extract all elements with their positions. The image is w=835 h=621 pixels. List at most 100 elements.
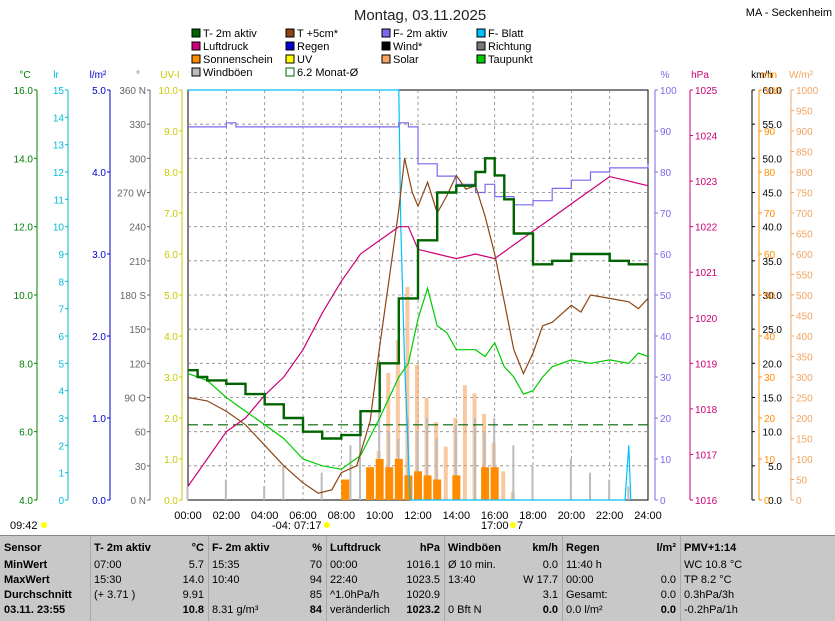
legend-label: T- 2m aktiv: [203, 28, 257, 40]
current-time-label: 09:42: [10, 520, 38, 532]
legend-label: F- Blatt: [488, 28, 523, 40]
left-axis-unit: °C: [19, 70, 30, 81]
left-axis-tick-label: 1.0: [92, 414, 106, 425]
sunshine-block: [404, 475, 413, 500]
stats-value: 0.0: [542, 604, 558, 616]
windgust-bar: [531, 465, 534, 500]
stats-header: PMV+1:14: [684, 541, 831, 555]
right-axis-tick-label: 600: [796, 250, 813, 261]
right-axis-unit: km/h: [751, 70, 773, 81]
stats-value: 84: [309, 604, 322, 616]
series-line-t-2m-aktiv: [188, 157, 648, 440]
right-axis-tick-label: 950: [796, 107, 813, 118]
sunshine-block: [375, 459, 384, 500]
legend-label: Richtung: [488, 41, 531, 53]
left-axis-unit: °: [136, 70, 140, 81]
stats-title: Regen: [566, 542, 600, 554]
left-axis-tick-label: 8: [58, 277, 64, 288]
right-axis-tick-label: 1023: [695, 177, 718, 188]
stats-label: 8.31 g/m³: [212, 604, 259, 616]
windgust-bar: [627, 486, 630, 500]
stats-label: Ø 10 min.: [448, 559, 496, 571]
sunrise-label: -04: 07:17: [272, 520, 322, 532]
stats-label: WC 10.8 °C: [684, 559, 743, 571]
stats-label: 15:30: [94, 574, 122, 586]
left-axis-tick-label: 4.0: [164, 332, 178, 343]
left-axis-tick-label: 9.0: [164, 127, 178, 138]
left-axis-tick-label: 8.0: [164, 168, 178, 179]
left-axis-tick-label: 5.0: [164, 291, 178, 302]
stats-column: T- 2m aktiv °C 07:00 5.7 15:30 14.0 (+ 3.71 ) 9…: [90, 536, 209, 621]
stats-unit: °C: [191, 542, 204, 554]
legend-label: 6.2 Monat-Ø: [297, 67, 359, 79]
stats-value: 94: [309, 574, 322, 586]
right-axis-tick-label: 5.0: [768, 462, 782, 473]
legend-swatch: [285, 54, 295, 64]
series-line-f-blatt: [188, 89, 632, 501]
left-axis-tick-label: 6: [58, 332, 64, 343]
right-axis-tick-label: 10.0: [763, 428, 783, 439]
windgust-bar: [426, 418, 429, 500]
left-axis-tick-label: 14.0: [14, 154, 34, 165]
right-axis-tick-label: 500: [796, 291, 813, 302]
left-axis-tick-label: 12.0: [14, 223, 34, 234]
stats-row: ^1.0hPa/h 1020.9: [330, 588, 440, 602]
windgust-bar: [493, 418, 496, 500]
time-tick-label: 20:00: [558, 510, 586, 522]
right-axis-tick-label: 90: [660, 127, 672, 138]
left-axis-tick-label: 240: [129, 223, 146, 234]
left-axis-unit: UV-I: [160, 70, 179, 81]
right-axis-tick-label: 80: [764, 168, 776, 179]
stats-row: 3.1: [448, 588, 558, 602]
left-axis-tick-label: 14: [53, 113, 65, 124]
sunset-suffix-label: 7: [517, 520, 523, 532]
windgust-bar: [435, 438, 438, 500]
sunset-icon: [510, 522, 516, 528]
left-axis-tick-label: 0.0: [92, 496, 106, 507]
right-axis-tick-label: 50: [796, 476, 808, 487]
legend: T- 2m aktiv T +5cm* F- 2m aktiv F- Blatt Luf…: [191, 28, 533, 79]
right-axis-tick-label: 80: [660, 168, 672, 179]
windgust-bar: [569, 459, 572, 500]
left-axis-tick-label: 5.0: [92, 86, 106, 97]
legend-swatch: [191, 28, 201, 38]
legend-swatch: [381, 41, 391, 51]
right-axis-tick-label: 40: [764, 332, 776, 343]
sunshine-block: [341, 479, 350, 500]
stats-title: T- 2m aktiv: [94, 542, 151, 554]
right-axis-tick-label: 15.0: [763, 394, 783, 405]
left-axis-tick-label: 4.0: [19, 496, 33, 507]
right-axis-tick-label: 100: [796, 455, 813, 466]
left-axis-tick-label: 210: [129, 257, 146, 268]
left-axis-tick-label: 270 W: [117, 189, 146, 200]
right-axis-tick-label: 250: [796, 394, 813, 405]
station-name: MA - Seckenheim: [746, 7, 832, 19]
stats-row: 13:40 W 17.7: [448, 573, 558, 587]
legend-label: Solar: [393, 54, 419, 66]
legend-swatch: [285, 41, 295, 51]
stats-header: Windböen km/h: [448, 541, 558, 555]
series-line-taupunkt: [187, 286, 649, 470]
time-tick-label: 06:00: [289, 510, 317, 522]
right-axis-tick-label: 800: [796, 168, 813, 179]
stats-label: veränderlich: [330, 604, 390, 616]
stats-value: 1023.2: [406, 604, 440, 616]
stats-column: PMV+1:14 WC 10.8 °C TP 8.2 °C 0.3hPa/3h -0.2…: [680, 536, 835, 621]
left-axis-tick-label: 0.0: [164, 496, 178, 507]
stats-value: 85: [309, 589, 322, 601]
stats-row: 0.3hPa/3h: [684, 588, 831, 602]
right-axis-tick-label: 45.0: [763, 189, 783, 200]
stats-header: Luftdruck hPa: [330, 541, 440, 555]
right-axis-tick-label: 30: [660, 373, 672, 384]
left-axis-tick-label: 1: [58, 469, 64, 480]
stats-label: (+ 3.71 ): [94, 589, 136, 601]
solar-bar: [443, 446, 448, 500]
stats-value: 0.0: [660, 604, 676, 616]
right-axis-tick-label: 1017: [695, 450, 718, 461]
legend-label: Luftdruck: [203, 41, 249, 53]
sun-icon: [41, 522, 47, 528]
stats-row: 00:00 1016.1: [330, 558, 440, 572]
windgust-bar: [359, 424, 361, 500]
left-axis-tick-label: 180 S: [120, 291, 146, 302]
left-axis-tick-label: 4.0: [92, 168, 106, 179]
